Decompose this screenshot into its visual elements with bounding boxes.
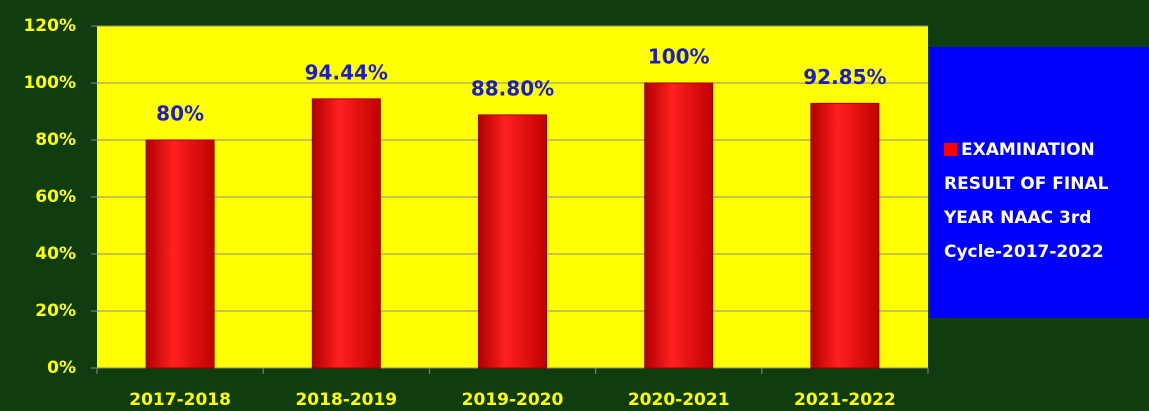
y-tick-label: 100% xyxy=(23,73,76,93)
x-tick-label: 2021-2022 xyxy=(794,390,896,410)
legend-label: EXAMINATION RESULT OF FINAL YEAR NAAC 3r… xyxy=(944,140,1109,262)
bar xyxy=(810,102,880,369)
bar xyxy=(311,98,381,369)
legend: EXAMINATION RESULT OF FINAL YEAR NAAC 3r… xyxy=(930,47,1149,318)
data-label: 94.44% xyxy=(305,60,388,84)
x-tick-label: 2018-2019 xyxy=(295,390,397,410)
x-tick-label: 2017-2018 xyxy=(129,390,231,410)
data-label: 100% xyxy=(648,45,710,69)
bar xyxy=(644,82,714,369)
data-label: 88.80% xyxy=(471,76,554,100)
y-tick-label: 0% xyxy=(47,358,76,378)
x-tick-label: 2019-2020 xyxy=(462,390,564,410)
bar xyxy=(145,139,215,369)
y-tick-label: 60% xyxy=(35,187,76,207)
bar xyxy=(478,114,547,369)
y-tick-label: 120% xyxy=(23,16,76,36)
x-tick-label: 2020-2021 xyxy=(628,390,730,410)
y-tick-label: 40% xyxy=(35,244,76,264)
y-tick-label: 80% xyxy=(35,130,76,150)
data-label: 92.85% xyxy=(803,65,886,89)
data-label: 80% xyxy=(156,102,204,126)
legend-swatch xyxy=(944,143,957,156)
y-tick-label: 20% xyxy=(35,301,76,321)
legend-entry: EXAMINATION RESULT OF FINAL YEAR NAAC 3r… xyxy=(944,133,1145,269)
